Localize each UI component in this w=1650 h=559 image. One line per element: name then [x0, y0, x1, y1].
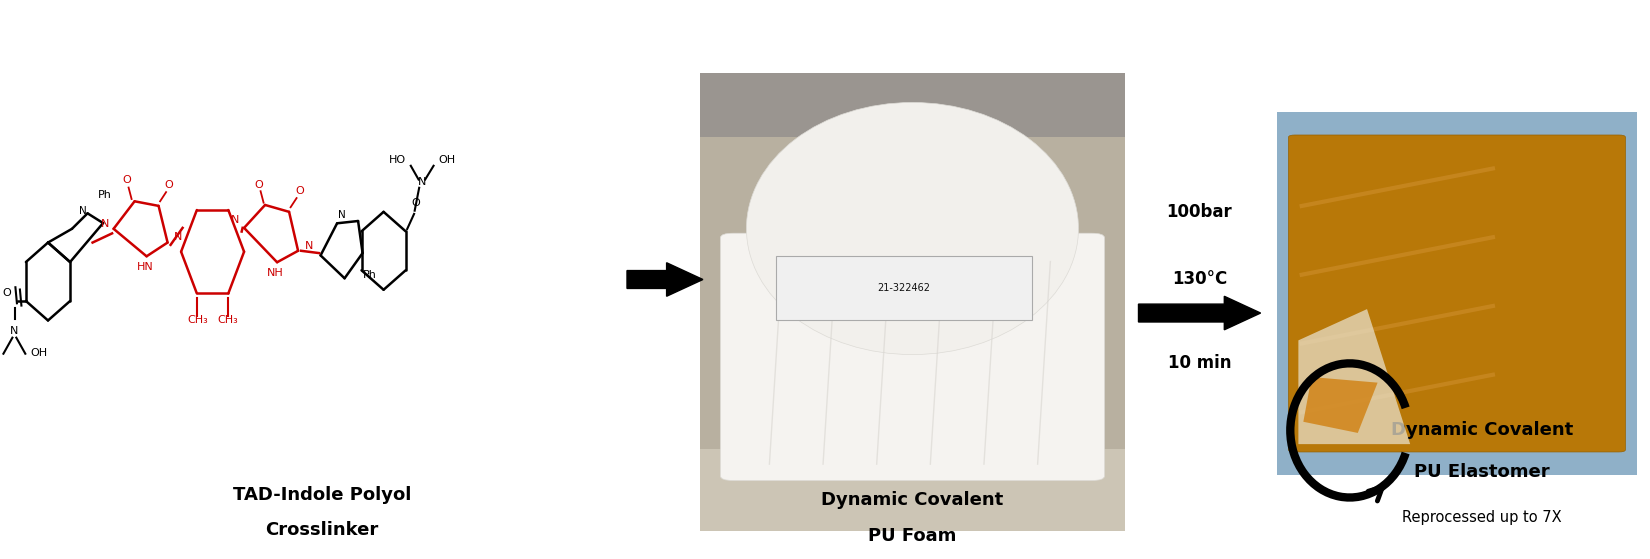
Text: 130°C: 130°C — [1172, 271, 1228, 288]
Text: 100bar: 100bar — [1167, 203, 1233, 221]
Text: Dynamic Covalent: Dynamic Covalent — [1391, 421, 1572, 439]
FancyBboxPatch shape — [776, 256, 1031, 320]
Text: TAD-Indole Polyol: TAD-Indole Polyol — [233, 486, 411, 504]
Polygon shape — [1304, 377, 1378, 433]
Text: Crosslinker: Crosslinker — [266, 521, 378, 539]
FancyArrow shape — [1138, 296, 1261, 330]
FancyBboxPatch shape — [1277, 112, 1637, 475]
Text: PU Elastomer: PU Elastomer — [1414, 463, 1549, 481]
Text: Reprocessed up to 7X: Reprocessed up to 7X — [1402, 510, 1561, 524]
FancyBboxPatch shape — [721, 233, 1104, 481]
Text: 21-322462: 21-322462 — [878, 283, 931, 293]
Ellipse shape — [746, 102, 1079, 354]
FancyBboxPatch shape — [700, 448, 1125, 531]
Text: PU Foam: PU Foam — [868, 527, 957, 544]
Text: Dynamic Covalent: Dynamic Covalent — [822, 491, 1003, 509]
Text: 10 min: 10 min — [1168, 354, 1231, 372]
Polygon shape — [1299, 309, 1411, 444]
FancyBboxPatch shape — [1289, 135, 1625, 452]
FancyBboxPatch shape — [700, 73, 1125, 137]
FancyBboxPatch shape — [700, 73, 1125, 531]
FancyArrow shape — [627, 263, 703, 296]
